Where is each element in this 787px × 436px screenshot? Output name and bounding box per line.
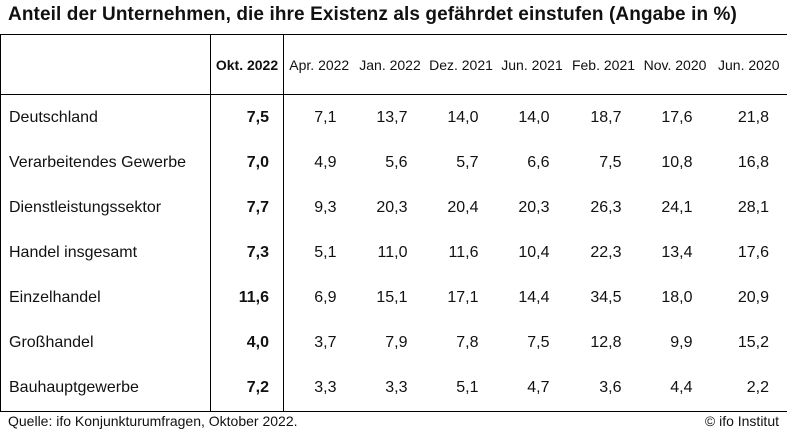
table-cell: 6,6 — [527, 153, 550, 171]
table-row: Handel insgesamt 7,3 5,1 11,0 11,6 10,4 … — [0, 230, 787, 275]
table-cell: 18,0 — [661, 288, 693, 306]
table-cell: 16,8 — [710, 140, 787, 185]
table-row: Deutschland 7,5 7,1 13,7 14,0 14,0 18,7 … — [0, 94, 787, 140]
table-cell: 7,1 — [283, 94, 355, 140]
table-cell: 7,5 — [527, 333, 550, 351]
table-row: Bauhauptgewerbe 7,2 3,3 3,3 5,1 4,7 3,6 … — [0, 365, 787, 412]
table-cell: 3,7 — [283, 320, 355, 365]
table-cell: 7,9 — [385, 333, 408, 351]
table-cell: 3,6 — [567, 365, 640, 412]
table-cell: 13,7 — [376, 108, 408, 126]
table-cell: 4,0 — [210, 320, 284, 365]
table-cell: 7,5 — [599, 153, 622, 171]
table-cell: 24,1 — [661, 198, 693, 216]
table-cell: 17,1 — [447, 288, 479, 306]
column-header: Jun. 2020 — [710, 34, 787, 95]
table-title: Anteil der Unternehmen, die ihre Existen… — [8, 4, 737, 25]
table-cell: 11,6 — [448, 243, 479, 261]
table-cell: 6,9 — [283, 275, 355, 320]
table-cell: 7,0 — [210, 140, 284, 185]
column-header: Okt. 2022 — [210, 34, 284, 95]
table-cell: 14,0 — [447, 108, 479, 126]
column-header: Jun. 2021 — [496, 34, 568, 95]
table-cell: 3,3 — [283, 365, 355, 412]
table-cell: 14,0 — [518, 108, 550, 126]
table-cell: 15,1 — [376, 288, 408, 306]
table-cell: 9,3 — [283, 185, 355, 230]
table-cell: 5,7 — [456, 153, 479, 171]
source-note: Quelle: ifo Konjunkturumfragen, Oktober … — [8, 413, 298, 429]
column-header: Dez. 2021 — [425, 34, 497, 95]
table-cell: 17,6 — [661, 108, 693, 126]
column-header: Apr. 2022 — [283, 34, 355, 95]
table-cell: 4,9 — [283, 140, 355, 185]
row-label: Großhandel — [0, 320, 211, 365]
table-cell: 26,3 — [590, 198, 622, 216]
table-cell: 7,8 — [456, 333, 479, 351]
table-cell: 3,3 — [354, 365, 426, 412]
row-label: Handel insgesamt — [0, 230, 211, 275]
table-cell: 11,0 — [377, 243, 408, 261]
copyright-note: © ifo Institut — [704, 413, 779, 429]
row-label-header — [0, 34, 211, 95]
table-cell: 7,7 — [210, 185, 284, 230]
table-cell: 7,2 — [210, 365, 284, 412]
table-cell: 5,6 — [385, 153, 408, 171]
data-table: Okt. 2022 Apr. 2022 Jan. 2022 Dez. 2021 … — [0, 34, 787, 412]
table-cell: 22,3 — [590, 243, 622, 261]
table-cell: 20,4 — [447, 198, 479, 216]
table-cell: 10,8 — [661, 153, 693, 171]
row-label: Dienstleistungssektor — [0, 185, 211, 230]
table-cell: 5,1 — [425, 365, 497, 412]
table-cell: 18,7 — [590, 108, 622, 126]
table-cell: 11,6 — [210, 275, 284, 320]
row-label: Einzelhandel — [0, 275, 211, 320]
table-cell: 7,5 — [210, 94, 284, 140]
table-cell: 20,3 — [376, 198, 408, 216]
table-cell: 17,6 — [710, 230, 787, 275]
column-header: Feb. 2021 — [567, 34, 640, 95]
table-cell: 4,7 — [496, 365, 568, 412]
table-cell: 34,5 — [590, 288, 622, 306]
table-cell: 4,4 — [639, 365, 711, 412]
row-label: Bauhauptgewerbe — [0, 365, 211, 412]
table-cell: 28,1 — [710, 185, 787, 230]
header-row: Okt. 2022 Apr. 2022 Jan. 2022 Dez. 2021 … — [0, 34, 787, 95]
table-cell: 9,9 — [670, 333, 693, 351]
table-row: Großhandel 4,0 3,7 7,9 7,8 7,5 12,8 9,9 … — [0, 320, 787, 365]
table-cell: 14,4 — [518, 288, 550, 306]
table-cell: 12,8 — [590, 333, 622, 351]
table-cell: 2,2 — [710, 365, 787, 412]
table-cell: 21,8 — [710, 94, 787, 140]
table-cell: 20,3 — [518, 198, 550, 216]
table-row: Verarbeitendes Gewerbe 7,0 4,9 5,6 5,7 6… — [0, 140, 787, 185]
row-label: Verarbeitendes Gewerbe — [0, 140, 211, 185]
table-cell: 13,4 — [661, 243, 693, 261]
table-row: Dienstleistungssektor 7,7 9,3 20,3 20,4 … — [0, 185, 787, 230]
table-cell: 10,4 — [518, 243, 550, 261]
column-header: Nov. 2020 — [639, 34, 711, 95]
row-label: Deutschland — [0, 94, 211, 140]
table-cell: 15,2 — [710, 320, 787, 365]
column-header: Jan. 2022 — [354, 34, 426, 95]
footer: Quelle: ifo Konjunkturumfragen, Oktober … — [0, 409, 787, 436]
table-cell: 20,9 — [710, 275, 787, 320]
table-cell: 5,1 — [283, 230, 355, 275]
table-cell: 7,3 — [210, 230, 284, 275]
table-row: Einzelhandel 11,6 6,9 15,1 17,1 14,4 34,… — [0, 275, 787, 320]
